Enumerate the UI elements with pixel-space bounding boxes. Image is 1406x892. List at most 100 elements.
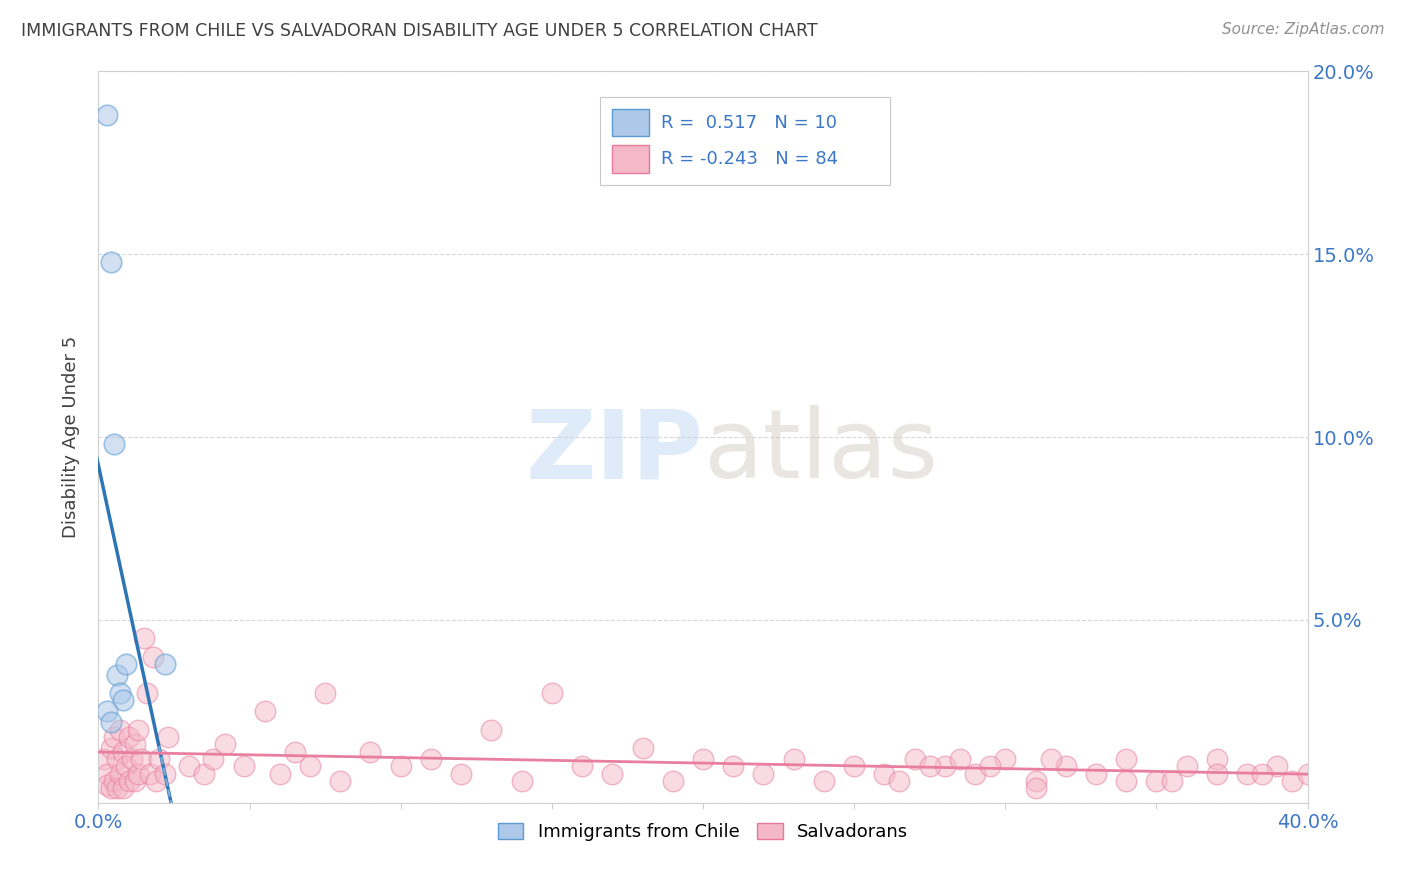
Y-axis label: Disability Age Under 5: Disability Age Under 5 — [62, 336, 80, 538]
Point — [1267, 759, 1289, 773]
Point — [214, 737, 236, 751]
Point — [1054, 759, 1077, 773]
Point — [103, 773, 125, 788]
Point — [105, 752, 128, 766]
Point — [889, 773, 911, 788]
FancyBboxPatch shape — [613, 145, 648, 173]
Point — [129, 752, 152, 766]
Point — [450, 766, 472, 780]
Point — [510, 773, 533, 788]
Point — [631, 740, 654, 755]
Point — [1296, 766, 1319, 780]
Point — [661, 773, 683, 788]
Point — [1281, 773, 1303, 788]
Point — [904, 752, 927, 766]
Point — [93, 752, 115, 766]
Point — [329, 773, 352, 788]
FancyBboxPatch shape — [600, 97, 890, 185]
Point — [111, 745, 134, 759]
Point — [148, 752, 170, 766]
Point — [420, 752, 443, 766]
Point — [121, 752, 143, 766]
Point — [96, 778, 118, 792]
Point — [949, 752, 972, 766]
Point — [114, 759, 136, 773]
Point — [692, 752, 714, 766]
Point — [111, 693, 134, 707]
Point — [1024, 781, 1046, 796]
Point — [100, 781, 122, 796]
Point — [153, 657, 176, 671]
Point — [1115, 752, 1137, 766]
Point — [1206, 766, 1229, 780]
Point — [1160, 773, 1182, 788]
Point — [105, 781, 128, 796]
Point — [314, 686, 336, 700]
Point — [299, 759, 322, 773]
Point — [813, 773, 835, 788]
Point — [571, 759, 593, 773]
Point — [100, 254, 122, 268]
Legend: Immigrants from Chile, Salvadorans: Immigrants from Chile, Salvadorans — [491, 816, 915, 848]
Point — [111, 781, 134, 796]
Point — [979, 759, 1001, 773]
Point — [481, 723, 503, 737]
Point — [202, 752, 225, 766]
Text: Source: ZipAtlas.com: Source: ZipAtlas.com — [1222, 22, 1385, 37]
Point — [1251, 766, 1274, 780]
Point — [108, 766, 131, 780]
Point — [994, 752, 1017, 766]
Point — [105, 667, 128, 681]
Point — [602, 766, 624, 780]
Point — [156, 730, 179, 744]
Point — [965, 766, 987, 780]
Point — [389, 759, 412, 773]
Point — [540, 686, 562, 700]
Point — [100, 740, 122, 755]
Point — [135, 686, 157, 700]
Point — [103, 437, 125, 451]
Point — [179, 759, 201, 773]
Point — [1236, 766, 1258, 780]
Point — [783, 752, 806, 766]
Point — [918, 759, 941, 773]
Point — [145, 773, 167, 788]
Point — [269, 766, 291, 780]
Point — [844, 759, 866, 773]
Point — [723, 759, 745, 773]
FancyBboxPatch shape — [613, 109, 648, 136]
Point — [114, 657, 136, 671]
Point — [232, 759, 254, 773]
Point — [1144, 773, 1167, 788]
Point — [934, 759, 956, 773]
Point — [1085, 766, 1108, 780]
Point — [139, 766, 162, 780]
Point — [127, 766, 149, 780]
Point — [873, 766, 896, 780]
Point — [1024, 773, 1046, 788]
Point — [96, 705, 118, 719]
Text: R =  0.517   N = 10: R = 0.517 N = 10 — [661, 113, 837, 131]
Point — [153, 766, 176, 780]
Point — [1115, 773, 1137, 788]
Point — [124, 773, 146, 788]
Point — [103, 730, 125, 744]
Point — [108, 723, 131, 737]
Point — [1206, 752, 1229, 766]
Point — [193, 766, 215, 780]
Point — [100, 715, 122, 730]
Point — [1039, 752, 1062, 766]
Point — [1175, 759, 1198, 773]
Point — [96, 108, 118, 122]
Point — [124, 737, 146, 751]
Point — [752, 766, 775, 780]
Point — [284, 745, 307, 759]
Point — [96, 766, 118, 780]
Point — [142, 649, 165, 664]
Point — [132, 632, 155, 646]
Point — [127, 723, 149, 737]
Point — [118, 773, 141, 788]
Text: R = -0.243   N = 84: R = -0.243 N = 84 — [661, 150, 838, 168]
Point — [118, 730, 141, 744]
Text: ZIP: ZIP — [524, 405, 703, 499]
